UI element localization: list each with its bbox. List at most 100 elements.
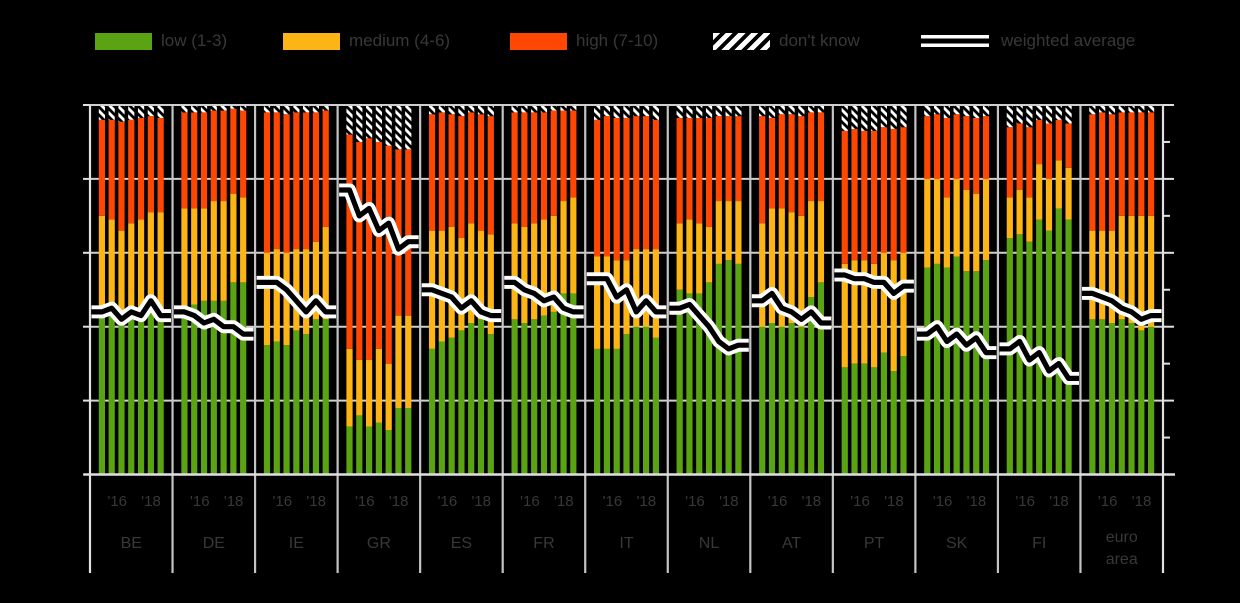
bar-segment-dont-know	[356, 105, 363, 142]
bar-segment-low	[963, 271, 970, 475]
bar-segment-low	[759, 326, 766, 475]
bar-segment-dont-know	[191, 105, 198, 113]
bar-segment-dont-know	[933, 105, 941, 115]
bar-segment-medium	[788, 212, 795, 324]
bar-segment-high	[1148, 112, 1155, 216]
bar-segment-dont-know	[686, 105, 693, 118]
bar-segment-low	[448, 337, 455, 475]
bar-segment-dont-know	[594, 105, 601, 120]
bar-segment-dont-know	[603, 105, 611, 117]
bar-segment-dont-know	[293, 105, 300, 113]
bar-segment-high	[594, 119, 601, 257]
bar-segment-dont-know	[725, 105, 732, 117]
bar-segment-dont-know	[531, 105, 538, 113]
bar-segment-low	[603, 348, 611, 475]
low-color-swatch	[95, 32, 152, 50]
bar-segment-low	[808, 297, 815, 475]
bar-segment-low	[521, 323, 528, 475]
bar-segment-dont-know	[871, 105, 878, 131]
bar-segment-high	[210, 110, 217, 202]
bar-segment-high	[322, 110, 329, 227]
bar-segment-low	[365, 426, 373, 475]
bar-segment-high	[768, 117, 776, 209]
bar-segment-low	[477, 319, 485, 475]
bar-segment-dont-know	[200, 105, 208, 113]
bar-segment-medium	[128, 223, 135, 316]
x-tick-label: '18	[719, 493, 739, 510]
bar-segment-high	[1026, 127, 1033, 198]
bar-segment-dont-know	[676, 105, 683, 118]
bar-segment-medium	[273, 249, 280, 342]
bar-segment-medium	[1089, 230, 1096, 320]
panel-IT	[586, 105, 667, 475]
bar-segment-low	[157, 311, 164, 475]
bar-segment-dont-know	[147, 105, 154, 117]
bar-segment-dont-know	[458, 105, 465, 117]
bar-segment-dont-know	[157, 105, 164, 118]
x-tick-label: '18	[1049, 493, 1069, 510]
bar-segment-high	[603, 116, 611, 257]
bar-segment-medium	[900, 252, 907, 357]
bar-segment-low	[210, 300, 217, 475]
bar-segment-high	[438, 112, 445, 231]
bar-segment-medium	[1006, 197, 1013, 239]
panel-labels-IT: '16 '18 IT	[603, 493, 656, 552]
bar-segment-dont-know	[1099, 105, 1106, 113]
legend-label-weighted-average: weighted average	[1001, 31, 1136, 50]
bar-segment-medium	[603, 256, 611, 349]
bar-segment-high	[880, 127, 888, 253]
panel-labels-FR: '16 '18 FR	[520, 493, 573, 552]
bar-segment-low	[1148, 326, 1155, 475]
bar-segment-medium	[933, 178, 941, 264]
legend: low (1-3) medium (4-6) high (7-10) don't…	[0, 30, 1240, 54]
bar-segment-dont-know	[128, 105, 135, 120]
panel-labels-NL: '16 '18 NL	[685, 493, 738, 552]
bar-segment-dont-know	[768, 105, 776, 118]
bar-segment-dont-know	[385, 105, 392, 146]
bar-segment-medium	[652, 249, 659, 338]
panel-labels-AT: '16 '18 AT	[768, 493, 821, 552]
x-tick-label: '16	[438, 493, 458, 510]
country-label: IT	[619, 535, 633, 552]
bar-segment-medium	[405, 315, 412, 408]
legend-item-high: high (7-10)	[510, 30, 658, 52]
bar-segment-low	[108, 311, 115, 475]
bar-segment-low	[346, 426, 353, 475]
bar-segment-dont-know	[1089, 105, 1096, 115]
bar-segment-dont-know	[283, 105, 290, 115]
panel-labels-ES: '16 '18 ES	[438, 493, 491, 552]
bar-segment-low	[633, 326, 640, 475]
bar-segment-low	[982, 260, 990, 475]
bar-segment-low	[385, 430, 392, 475]
bar-segment-dont-know	[696, 105, 703, 118]
bar-segment-low	[531, 319, 538, 475]
bar-segment-medium	[468, 223, 475, 324]
bar-segment-high	[943, 117, 950, 198]
bar-segment-high	[521, 112, 528, 227]
bar-segment-high	[191, 112, 198, 209]
bar-segment-high	[725, 116, 732, 202]
bar-segment-high	[1089, 114, 1096, 231]
x-tick-label: '18	[141, 493, 161, 510]
bar-segment-dont-know	[798, 105, 805, 117]
bar-segment-low	[900, 356, 907, 475]
legend-item-medium: medium (4-6)	[283, 30, 450, 52]
x-tick-label: '16	[1098, 493, 1118, 510]
bar-segment-high	[1128, 112, 1135, 216]
bar-segment-low	[540, 315, 548, 475]
bar-segment-medium	[191, 208, 198, 305]
bar-segment-high	[933, 114, 941, 179]
bar-segment-high	[118, 121, 125, 231]
medium-color-swatch	[283, 32, 340, 50]
bar-segment-medium	[346, 348, 353, 427]
bar-segment-medium	[181, 208, 188, 312]
bar-segment-dont-know	[438, 105, 445, 113]
bar-segment-high	[220, 110, 227, 202]
bar-segment-low	[1108, 323, 1116, 475]
bar-segment-high	[788, 114, 795, 213]
bar-segment-medium	[438, 230, 445, 342]
bar-segment-medium	[963, 189, 970, 272]
bar-segment-high	[240, 110, 247, 198]
bar-segment-dont-know	[428, 105, 436, 115]
bar-segment-low	[191, 304, 198, 475]
